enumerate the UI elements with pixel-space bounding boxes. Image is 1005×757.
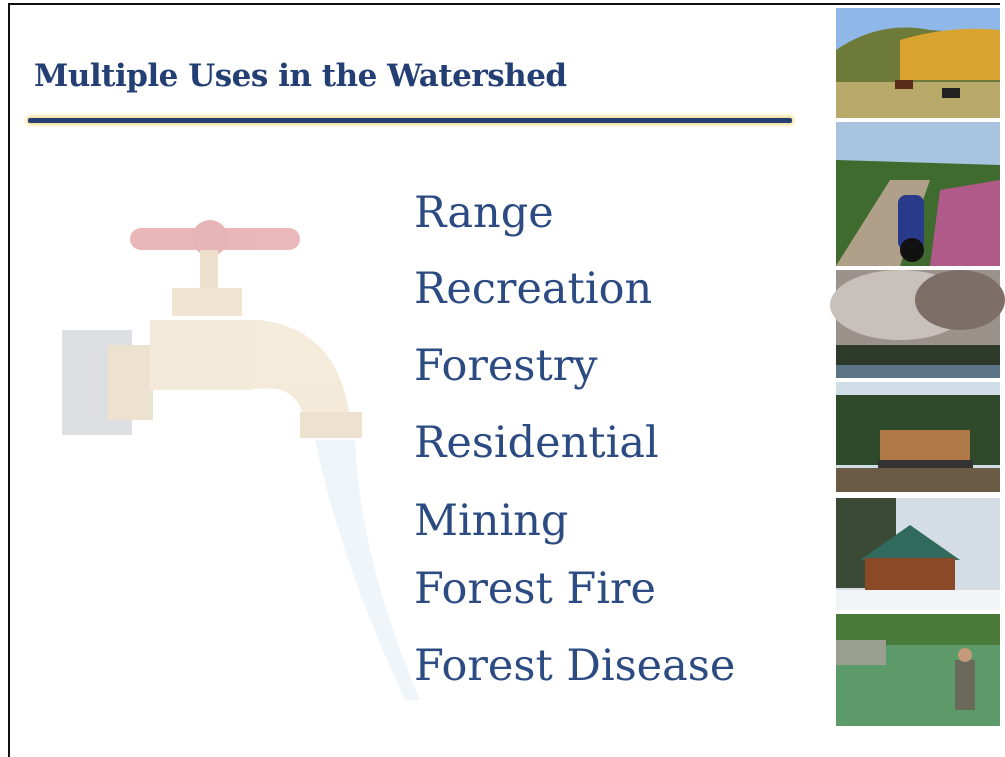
photo-forestry [836,382,1000,492]
use-item: Mining [414,496,569,546]
use-item: Residential [414,418,659,468]
use-item: Forest Disease [414,641,736,691]
photo-residential [836,498,1000,610]
photo-range [836,8,1000,118]
photo-forest-fire [830,270,1005,378]
use-item: Forestry [414,341,598,391]
use-item: Range [414,188,554,238]
photo-fishing [836,614,1000,726]
use-item: Recreation [414,264,653,314]
photo-recreation [836,122,1000,266]
faucet [62,220,420,700]
frame [8,3,1000,5]
use-item: Forest Fire [414,564,656,614]
slide-title: Multiple Uses in the Watershed [34,58,567,94]
title-rule [28,118,792,123]
frame [8,3,10,757]
